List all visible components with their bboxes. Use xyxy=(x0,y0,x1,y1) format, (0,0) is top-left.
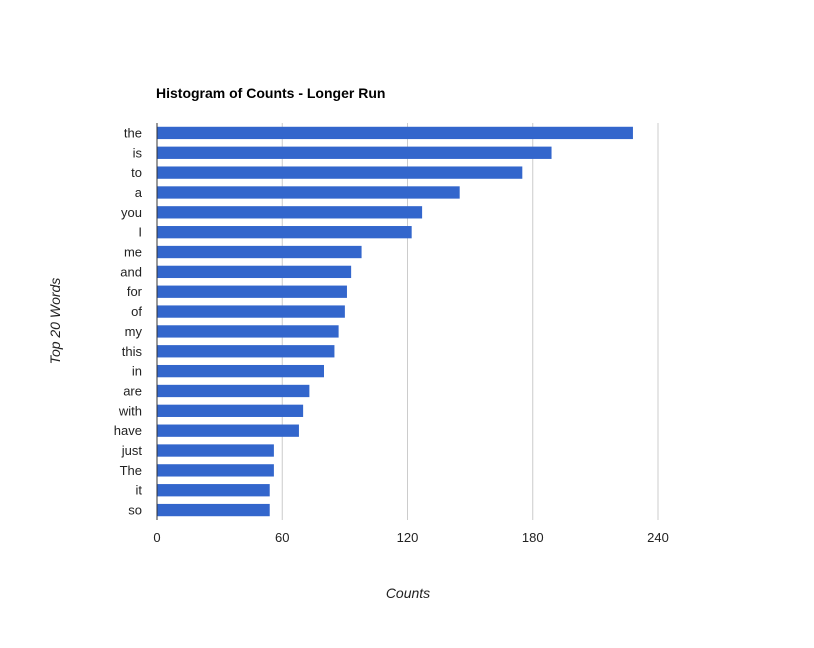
category-label: of xyxy=(131,304,142,319)
bar xyxy=(157,166,523,179)
category-label: have xyxy=(114,423,142,438)
x-tick-label: 180 xyxy=(522,530,544,545)
category-label: so xyxy=(128,503,142,518)
x-tick-label: 0 xyxy=(153,530,160,545)
category-label: the xyxy=(124,125,142,140)
bar xyxy=(157,464,274,477)
bar xyxy=(157,206,423,219)
category-label: my xyxy=(125,324,143,339)
bar xyxy=(157,285,347,298)
category-label: for xyxy=(127,284,143,299)
bar xyxy=(157,226,412,239)
bar xyxy=(157,484,270,497)
category-label: I xyxy=(138,225,142,240)
bar xyxy=(157,364,324,378)
category-label: it xyxy=(136,483,143,498)
chart-title: Histogram of Counts - Longer Run xyxy=(156,85,385,101)
bar xyxy=(157,444,274,457)
bar xyxy=(157,305,345,318)
bar xyxy=(157,404,304,417)
x-tick-labels: 0 60 120 180 240 xyxy=(153,530,668,545)
bar xyxy=(157,126,633,140)
bar xyxy=(157,503,270,517)
category-label: with xyxy=(118,403,142,418)
category-label: just xyxy=(121,443,143,458)
category-label: me xyxy=(124,245,142,260)
bar xyxy=(157,186,460,199)
category-label: and xyxy=(120,264,142,279)
bar xyxy=(157,245,362,259)
gridlines xyxy=(281,123,659,520)
bar xyxy=(157,325,339,338)
category-labels: the is to a you Ime and for of my this in are with hav… xyxy=(114,125,143,517)
x-tick-label: 240 xyxy=(647,530,669,545)
category-label: in xyxy=(132,364,142,379)
category-label: to xyxy=(131,165,142,180)
bar xyxy=(157,424,299,437)
category-label: you xyxy=(121,205,142,220)
category-label: this xyxy=(122,344,143,359)
x-tick-label: 60 xyxy=(275,530,289,545)
category-label: are xyxy=(123,383,142,398)
y-axis-title: Top 20 Words xyxy=(47,278,63,365)
bars xyxy=(157,126,633,517)
category-label: is xyxy=(133,145,143,160)
category-label: The xyxy=(120,463,142,478)
bar xyxy=(157,345,335,358)
bar xyxy=(157,146,552,159)
bar xyxy=(157,384,310,398)
x-axis-title: Counts xyxy=(386,585,430,601)
bar xyxy=(157,265,352,279)
category-label: a xyxy=(135,185,143,200)
x-tick-label: 120 xyxy=(397,530,419,545)
